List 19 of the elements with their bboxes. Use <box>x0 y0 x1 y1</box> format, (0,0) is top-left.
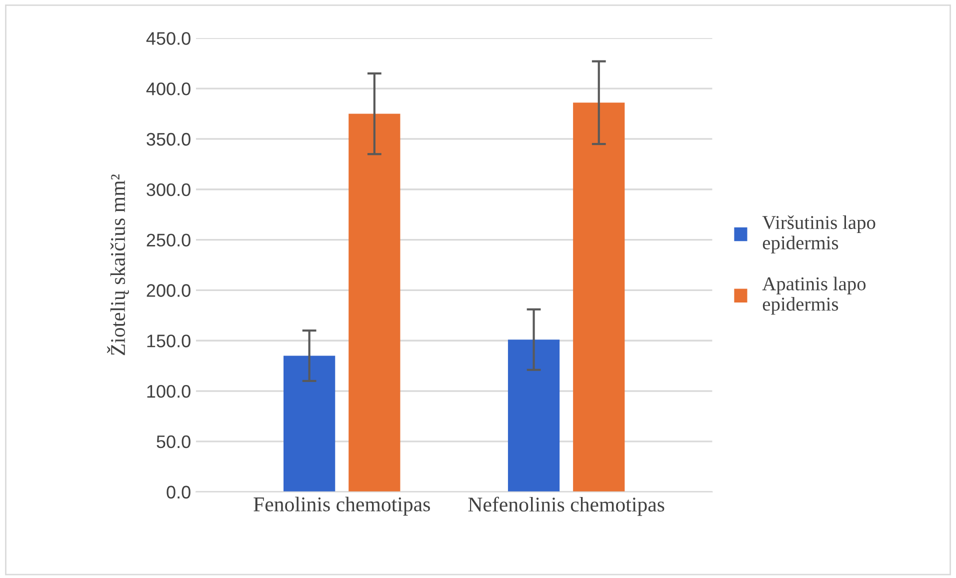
y-tick-label: 50.0 <box>156 435 190 448</box>
y-axis-title: Žiotelių skaičius mm² <box>107 174 129 356</box>
bar <box>573 102 625 492</box>
bar <box>284 356 336 492</box>
y-tick-label: 0.0 <box>166 486 190 499</box>
x-tick-label: Nefenolinis chemotipas <box>468 496 664 516</box>
y-tick-label: 100.0 <box>147 384 190 398</box>
y-tick-label: 250.0 <box>146 234 190 247</box>
bar <box>508 340 560 492</box>
y-tick-label: 150.0 <box>147 334 190 348</box>
y-tick-label: 350.0 <box>146 132 190 146</box>
bar <box>348 114 400 492</box>
y-tick-label: 400.0 <box>146 82 190 96</box>
x-tick-label: Fenolinis chemotipas <box>254 496 430 516</box>
legend-label: Viršutinis lapo epidermis <box>762 215 876 254</box>
y-tick-label: 200.0 <box>146 284 190 297</box>
y-tick-label: 300.0 <box>146 183 190 196</box>
legend-label: Apatinis lapo epidermis <box>762 276 866 315</box>
y-tick-label: 450.0 <box>146 32 190 45</box>
